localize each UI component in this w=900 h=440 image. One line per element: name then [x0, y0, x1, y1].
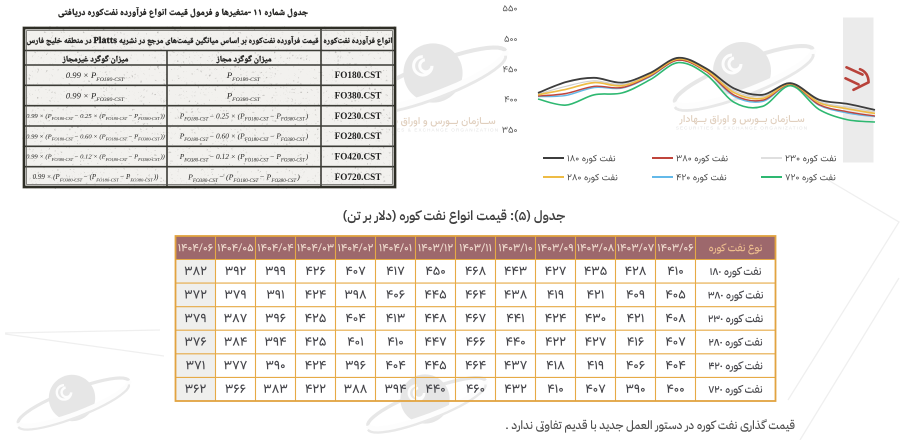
svg-text:FO180.CST: FO180.CST: [335, 70, 382, 80]
svg-text:SECURITIES & EXCHANGE ORGANIZA: SECURITIES & EXCHANGE ORGANIZATION: [676, 126, 808, 131]
svg-text:0.99 × (PFO180-CST − 0.25 × (P: 0.99 × (PFO180-CST − 0.25 × (PFO180-CST …: [26, 113, 165, 121]
svg-text:SECURITIES & EXCHANGE ORGANIZA: SECURITIES & EXCHANGE ORGANIZATION: [367, 128, 499, 133]
svg-text:0.99 × (PFO180-CST − 0.60 × (P: 0.99 × (PFO180-CST − 0.60 × (PFO180-CST …: [26, 133, 165, 141]
svg-text:PFO380-CST − (PFO180-CST − PFO: PFO380-CST − (PFO180-CST − PFO380-CST ): [187, 172, 300, 184]
svg-text:0.99 × (PFO380-CST − (PFO180-C: 0.99 × (PFO380-CST − (PFO180-CST − PFO38…: [33, 173, 159, 182]
svg-text:0.99 × (PFO380-CST − 0.12 × (P: 0.99 × (PFO380-CST − 0.12 × (PFO180-CST …: [26, 154, 165, 162]
svg-text:FO380.CST: FO380.CST: [335, 91, 382, 101]
svg-text:FO280.CST: FO280.CST: [335, 131, 382, 141]
svg-text:PFO380-CST − 0.12 × (PFO180-CS: PFO380-CST − 0.12 × (PFO180-CST − PFO380…: [179, 152, 309, 163]
svg-text:PFO180-CST − 0.60 × (PFO180-CS: PFO180-CST − 0.60 × (PFO180-CST − PFO380…: [179, 132, 309, 143]
svg-text:FO420.CST: FO420.CST: [335, 152, 382, 162]
svg-text:FO230.CST: FO230.CST: [335, 111, 382, 121]
svg-text:PFO180-CST − 0.25 × (PFO180-CS: PFO180-CST − 0.25 × (PFO180-CST − PFO380…: [179, 111, 309, 122]
svg-text:FO720.CST: FO720.CST: [335, 172, 382, 182]
